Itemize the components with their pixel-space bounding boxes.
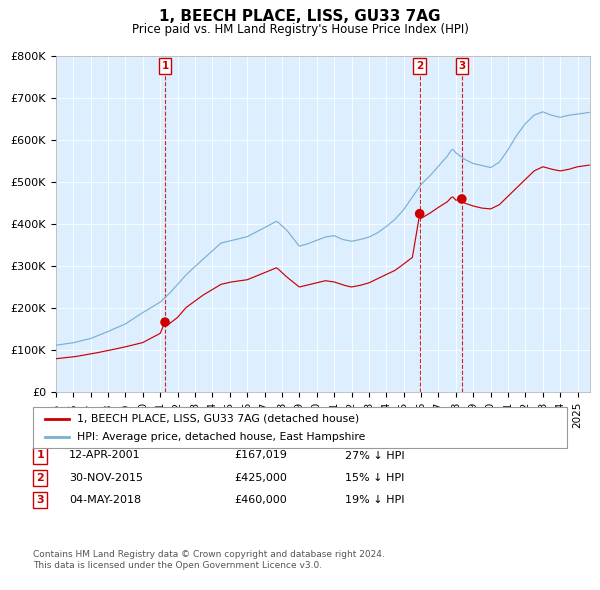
Text: £460,000: £460,000 — [234, 496, 287, 505]
Text: 2: 2 — [416, 61, 424, 71]
Text: £425,000: £425,000 — [234, 473, 287, 483]
Text: Contains HM Land Registry data © Crown copyright and database right 2024.: Contains HM Land Registry data © Crown c… — [33, 550, 385, 559]
Text: Price paid vs. HM Land Registry's House Price Index (HPI): Price paid vs. HM Land Registry's House … — [131, 23, 469, 36]
Text: 30-NOV-2015: 30-NOV-2015 — [69, 473, 143, 483]
Point — [160, 317, 170, 327]
Text: 2: 2 — [37, 473, 44, 483]
Text: 12-APR-2001: 12-APR-2001 — [69, 451, 140, 460]
Text: HPI: Average price, detached house, East Hampshire: HPI: Average price, detached house, East… — [77, 432, 365, 442]
Text: 19% ↓ HPI: 19% ↓ HPI — [345, 496, 404, 505]
Text: 15% ↓ HPI: 15% ↓ HPI — [345, 473, 404, 483]
Text: 3: 3 — [458, 61, 466, 71]
Text: 04-MAY-2018: 04-MAY-2018 — [69, 496, 141, 505]
Text: 1, BEECH PLACE, LISS, GU33 7AG (detached house): 1, BEECH PLACE, LISS, GU33 7AG (detached… — [77, 414, 359, 424]
Text: 1: 1 — [37, 451, 44, 460]
Text: This data is licensed under the Open Government Licence v3.0.: This data is licensed under the Open Gov… — [33, 560, 322, 569]
Point — [457, 194, 467, 204]
Text: 1, BEECH PLACE, LISS, GU33 7AG: 1, BEECH PLACE, LISS, GU33 7AG — [159, 9, 441, 24]
Text: £167,019: £167,019 — [234, 451, 287, 460]
Text: 3: 3 — [37, 496, 44, 505]
Text: 27% ↓ HPI: 27% ↓ HPI — [345, 451, 404, 460]
Point — [415, 209, 424, 218]
Text: 1: 1 — [161, 61, 169, 71]
